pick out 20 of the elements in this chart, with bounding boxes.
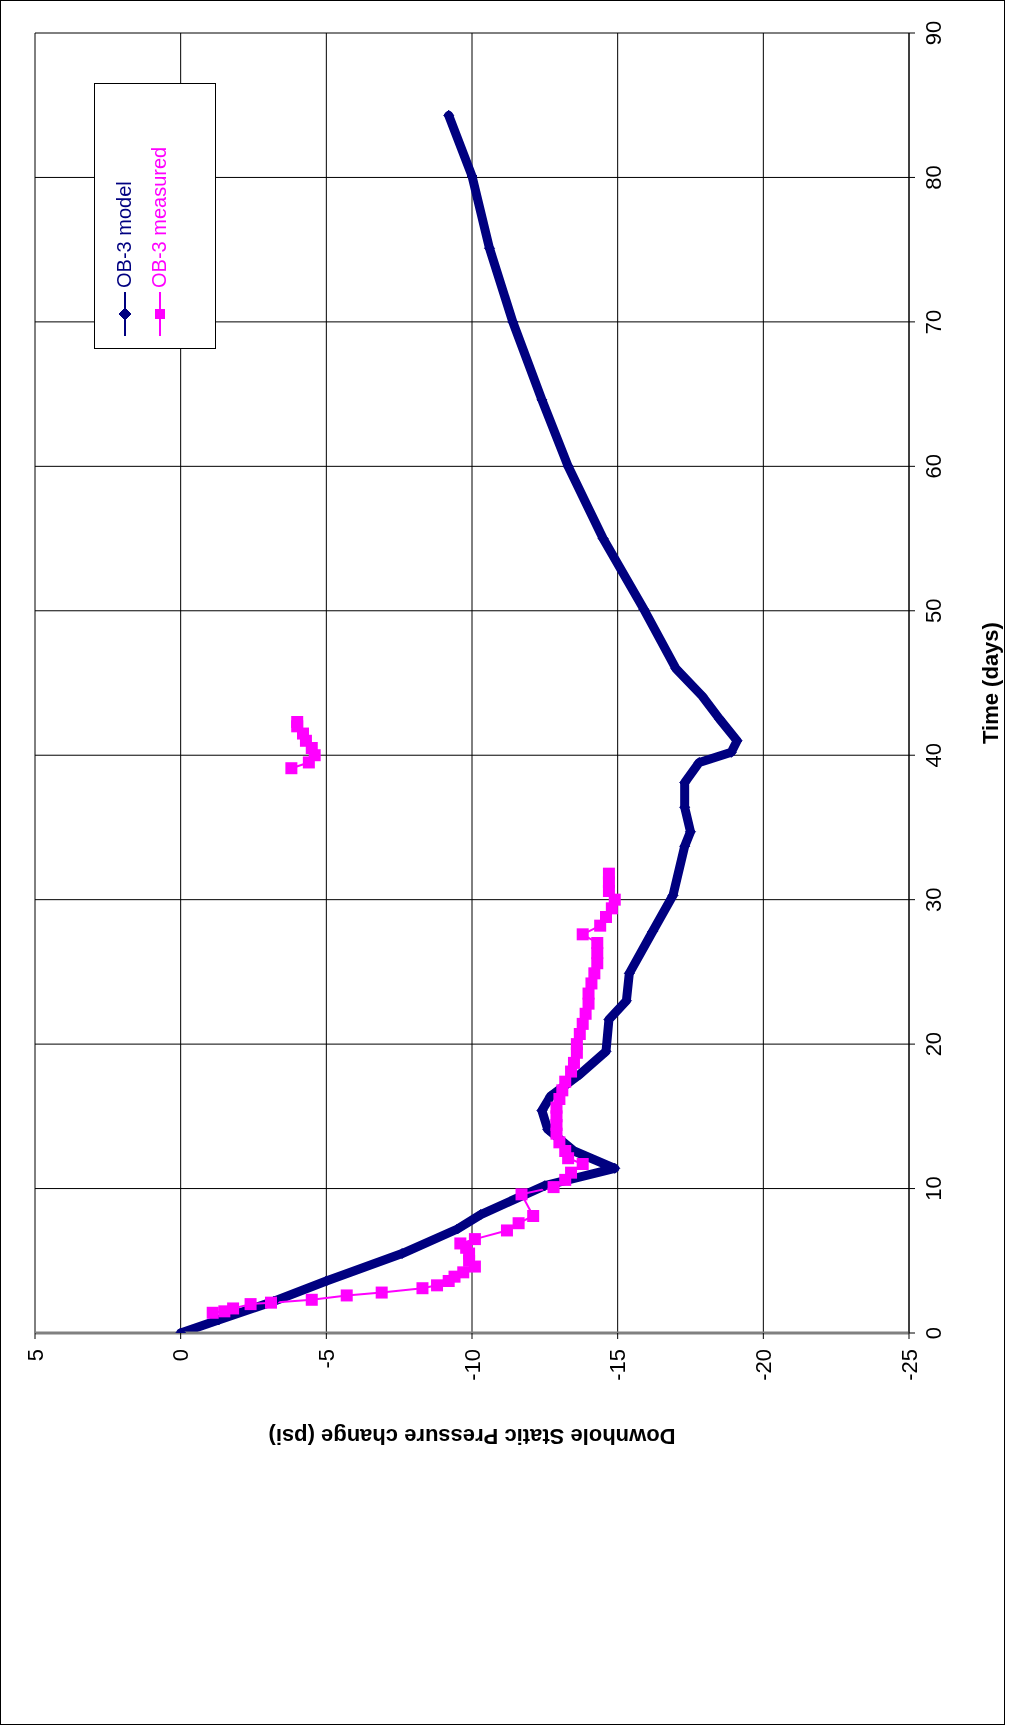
y-tick-label: 70 xyxy=(921,309,946,335)
y-tick-label: 0 xyxy=(921,1326,946,1340)
x-tick-label: -10 xyxy=(459,1349,485,1381)
x-tick-label: 5 xyxy=(22,1349,48,1362)
x-tick-label: 0 xyxy=(168,1349,194,1362)
x-axis-title: Downhole Static Pressure change (psi) xyxy=(268,1423,676,1449)
y-tick-label: 60 xyxy=(921,454,946,479)
y-tick-label: 80 xyxy=(921,165,946,190)
y-tick-label: 20 xyxy=(921,1031,946,1057)
y-tick-label: 40 xyxy=(921,742,946,768)
x-tick-label: -5 xyxy=(313,1349,339,1369)
y-tick-label: 30 xyxy=(921,887,946,912)
x-tick-label: -25 xyxy=(896,1349,922,1381)
y-tick-label: 90 xyxy=(921,20,946,46)
legend-frame: OB-3 model OB-3 measured xyxy=(94,83,216,349)
y-tick-label: 10 xyxy=(921,1176,946,1201)
y-tick-label: 50 xyxy=(921,598,946,624)
x-tick-label: -20 xyxy=(750,1349,776,1381)
y-axis-title: Time (days) xyxy=(977,622,1003,744)
x-tick-label: -15 xyxy=(605,1349,631,1381)
